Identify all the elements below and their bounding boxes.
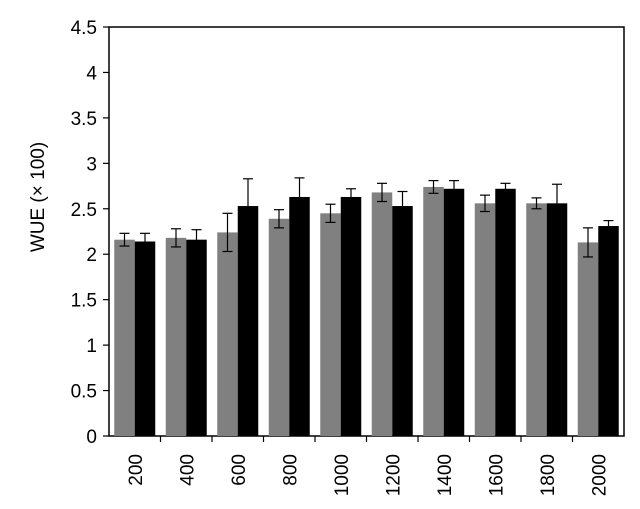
y-axis-label: WUE (× 100) <box>28 142 49 252</box>
x-tick-label: 400 <box>177 454 198 486</box>
error-bar <box>552 183 562 224</box>
y-tick-label: 3.5 <box>71 109 97 130</box>
y-tick-label: 0 <box>86 427 97 448</box>
x-tick-label: 1000 <box>332 454 353 496</box>
bar-series-1 <box>165 237 187 436</box>
error-bar <box>325 203 336 224</box>
bar-series-1 <box>577 242 599 436</box>
bar-series-2 <box>237 206 259 436</box>
bar-series-2 <box>443 188 465 436</box>
x-tick-label: 600 <box>229 454 250 486</box>
bar-series-2 <box>340 196 362 436</box>
x-tick-label: 1400 <box>435 454 456 496</box>
x-tick-label: 1600 <box>486 454 507 496</box>
y-tick-label: 3 <box>86 154 97 175</box>
error-bar <box>428 180 439 194</box>
y-tick-label: 1 <box>86 336 97 357</box>
error-bar <box>140 232 150 251</box>
error-bar <box>397 190 408 222</box>
error-bar <box>294 177 305 217</box>
error-bar <box>531 197 542 210</box>
bar-series-1 <box>371 192 393 436</box>
error-bar <box>480 194 490 213</box>
x-tick-label: 1800 <box>538 454 559 496</box>
y-tick-label: 1.5 <box>71 291 97 312</box>
y-tick-label: 4.5 <box>71 18 97 39</box>
bar-series-1 <box>423 186 444 436</box>
error-bar <box>119 232 130 247</box>
error-bar <box>583 227 593 258</box>
x-axis-ticks: 200 400 600 800 1000 1200 1400 1600 1800 2000 <box>126 436 610 496</box>
error-bar <box>603 219 614 233</box>
bar-series-1 <box>217 232 238 436</box>
bar-series-1 <box>526 203 547 436</box>
bar-series-2 <box>186 239 207 436</box>
y-tick-label: 2.5 <box>71 200 97 221</box>
plot-area: 0 0.5 1 1.5 2 2.5 3 3.5 4 4.5 200 400 600 800 1000 120… <box>71 18 625 496</box>
bar-series-1 <box>474 203 496 436</box>
bar-series-2 <box>289 196 310 436</box>
y-tick-label: 2 <box>86 245 97 266</box>
error-bar <box>377 182 387 203</box>
y-axis-ticks: 0 0.5 1 1.5 2 2.5 3 3.5 4 4.5 <box>71 18 109 448</box>
y-tick-label: 4 <box>86 63 97 84</box>
error-bar <box>171 228 181 248</box>
error-bars-group <box>119 177 614 258</box>
x-tick-label: 2000 <box>589 454 610 496</box>
bar-series-2 <box>495 188 516 436</box>
bar-series-1 <box>268 218 290 436</box>
bar-series-1 <box>114 239 135 436</box>
error-bar <box>191 229 202 251</box>
y-tick-label: 0.5 <box>71 382 97 403</box>
x-tick-label: 200 <box>126 454 147 486</box>
bar-series-2 <box>134 241 156 436</box>
x-tick-label: 1200 <box>383 454 404 496</box>
error-bar <box>346 188 356 206</box>
bar-series-2 <box>546 203 568 436</box>
bar-series-1 <box>320 213 341 436</box>
x-tick-label: 800 <box>280 454 301 486</box>
bar-series-2 <box>598 226 619 436</box>
bar-series-2 <box>392 206 413 436</box>
error-bar <box>449 180 459 198</box>
error-bar <box>243 178 253 234</box>
error-bar <box>274 209 284 229</box>
error-bar <box>500 182 511 195</box>
bars-group <box>114 186 619 436</box>
error-bar <box>222 212 233 253</box>
